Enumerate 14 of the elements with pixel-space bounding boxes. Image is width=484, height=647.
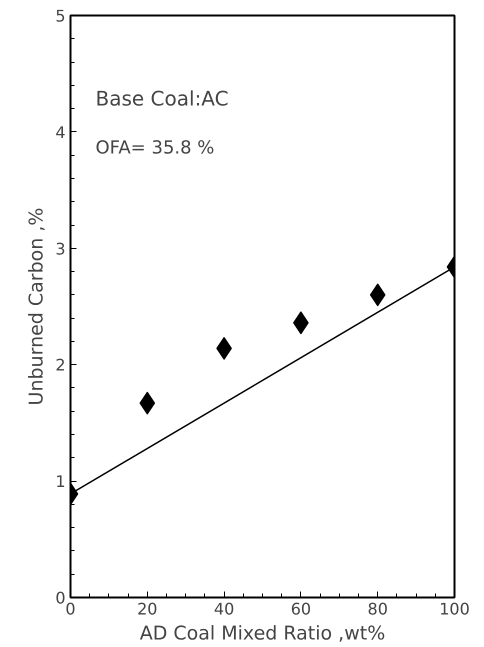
- x-tick-label: 60: [290, 600, 312, 618]
- y-tick-label: 2: [55, 356, 66, 375]
- annotation: OFA= 35.8 %: [96, 138, 214, 158]
- x-axis-title: AD Coal Mixed Ratio ,wt%: [140, 622, 386, 644]
- annotation: Base Coal:AC: [96, 86, 229, 110]
- x-tick-label: 20: [137, 600, 158, 618]
- y-tick-label: 1: [55, 472, 66, 492]
- x-tick-label: 100: [439, 600, 470, 618]
- x-tick-label: 80: [368, 600, 388, 618]
- y-tick-label: 4: [55, 122, 66, 142]
- y-tick-label: 3: [55, 239, 66, 258]
- x-tick-label: 40: [214, 600, 234, 618]
- y-axis-title: Unburned Carbon ,%: [25, 208, 48, 406]
- y-tick-label: 5: [55, 6, 66, 26]
